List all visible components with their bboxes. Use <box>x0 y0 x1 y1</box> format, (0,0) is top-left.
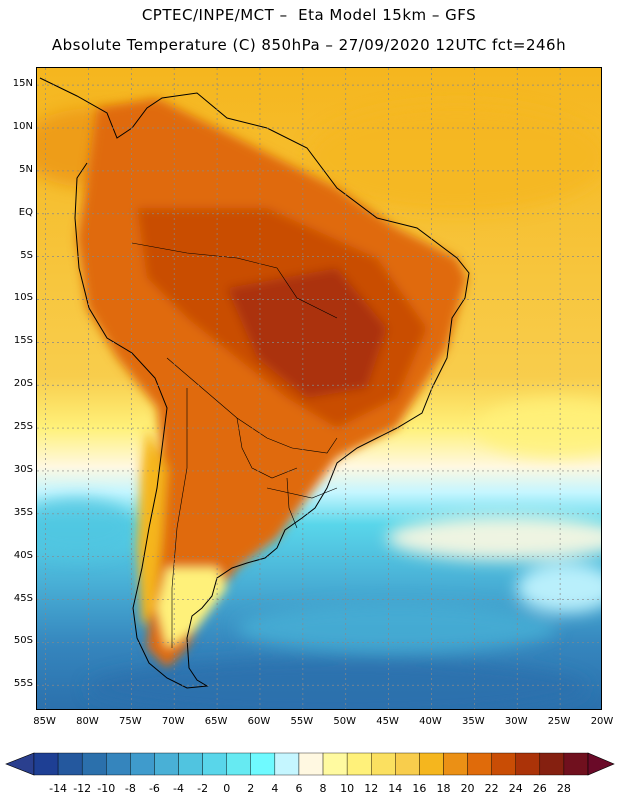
colorbar-tick-label: 2 <box>247 782 255 795</box>
lat-label: 25S <box>13 421 33 433</box>
colorbar-segment <box>178 752 203 776</box>
lat-label: 40S <box>13 549 33 561</box>
country-borders <box>131 242 338 648</box>
lon-label: 55W <box>290 716 314 727</box>
colorbar-segment <box>274 752 300 776</box>
lon-label: 35W <box>462 716 485 727</box>
colorbar-segment <box>130 752 155 776</box>
lat-lon-grid <box>37 68 601 709</box>
colorbar <box>5 752 615 776</box>
colorbar-tick-label: 22 <box>484 782 499 795</box>
lat-label: 30S <box>13 463 33 475</box>
lat-label: 10S <box>13 292 33 304</box>
lon-label: 80W <box>76 716 99 727</box>
colorbar-segment <box>202 752 227 776</box>
colorbar-tick-label: -12 <box>73 782 92 795</box>
lon-label: 45W <box>376 716 399 727</box>
lon-label: 85W <box>33 716 56 727</box>
lon-label: 20W <box>590 716 614 727</box>
colorbar-tick-label: 16 <box>412 782 427 795</box>
lon-label: 60W <box>247 716 271 727</box>
colorbar-over-arrow <box>587 752 615 776</box>
colorbar-tick-label: 6 <box>295 782 303 795</box>
lat-label: EQ <box>18 206 33 218</box>
coastline <box>39 77 470 689</box>
title-line-2: Absolute Temperature (C) 850hPa – 27/09/… <box>51 36 567 54</box>
colorbar-tick-label: 12 <box>364 782 379 795</box>
colorbar-segment <box>539 752 565 776</box>
colorbar-segment <box>419 752 444 776</box>
colorbar-tick-label: 28 <box>556 782 571 795</box>
colorbar-tick-label: -2 <box>197 782 209 795</box>
continent <box>77 98 467 668</box>
lat-label: 55S <box>13 678 33 690</box>
colorbar-tick-label: 4 <box>271 782 279 795</box>
colorbar-tick-label: 14 <box>388 782 403 795</box>
colorbar-tick-label: -4 <box>173 782 184 795</box>
colorbar-tick-label: 20 <box>460 782 475 795</box>
lon-label: 25W <box>547 716 571 727</box>
colorbar-tick-label: -6 <box>148 782 160 795</box>
lon-label: 50W <box>333 716 357 727</box>
lat-label: 15N <box>12 78 33 90</box>
colorbar-segment <box>298 752 324 776</box>
colorbar-segment <box>57 752 83 776</box>
lon-label: 40W <box>419 716 442 727</box>
colorbar-segment <box>371 752 396 776</box>
colorbar-segment <box>226 752 251 776</box>
lon-label: 75W <box>119 716 142 727</box>
temperature-map <box>36 67 602 710</box>
colorbar-segment <box>346 752 372 776</box>
lat-label: 20S <box>13 378 33 390</box>
colorbar-tick-label: 18 <box>436 782 451 795</box>
colorbar-segment <box>467 752 492 776</box>
colorbar-tick-label: 26 <box>532 782 547 795</box>
lat-label: 50S <box>13 635 33 647</box>
lat-label: 10N <box>12 121 33 132</box>
colorbar-segment <box>515 752 541 776</box>
colorbar-tick-label: 10 <box>340 782 355 795</box>
colorbar-segment <box>106 752 131 776</box>
colorbar-segment <box>250 752 276 776</box>
colorbar-tick-label: -10 <box>97 782 116 795</box>
colorbar-segment <box>443 752 468 776</box>
lon-label: 70W <box>161 716 185 727</box>
lon-label: 30W <box>504 716 528 727</box>
colorbar-tick-label: -8 <box>124 782 136 795</box>
colorbar-segment <box>322 752 348 776</box>
colorbar-segment <box>395 752 420 776</box>
colorbar-tick-label: -14 <box>49 782 68 795</box>
colorbar-tick-label: 8 <box>319 782 327 795</box>
colorbar-tick-label: 0 <box>223 782 231 795</box>
lat-label: 15S <box>13 335 33 347</box>
colorbar-segment <box>33 752 59 776</box>
lat-label: 5S <box>20 249 33 261</box>
colorbar-segment <box>563 752 589 776</box>
colorbar-under-arrow <box>5 752 35 776</box>
lon-label: 65W <box>204 716 228 727</box>
colorbar-segment <box>81 752 107 776</box>
lat-label: 45S <box>13 592 33 604</box>
colorbar-tick-label: 24 <box>508 782 523 795</box>
colorbar-segment <box>154 752 179 776</box>
lat-label: 5N <box>19 163 33 175</box>
colorbar-segment <box>491 752 516 776</box>
title-line-1: CPTEC/INPE/MCT – Eta Model 15km – GFS <box>141 6 477 24</box>
lat-label: 35S <box>13 506 33 518</box>
